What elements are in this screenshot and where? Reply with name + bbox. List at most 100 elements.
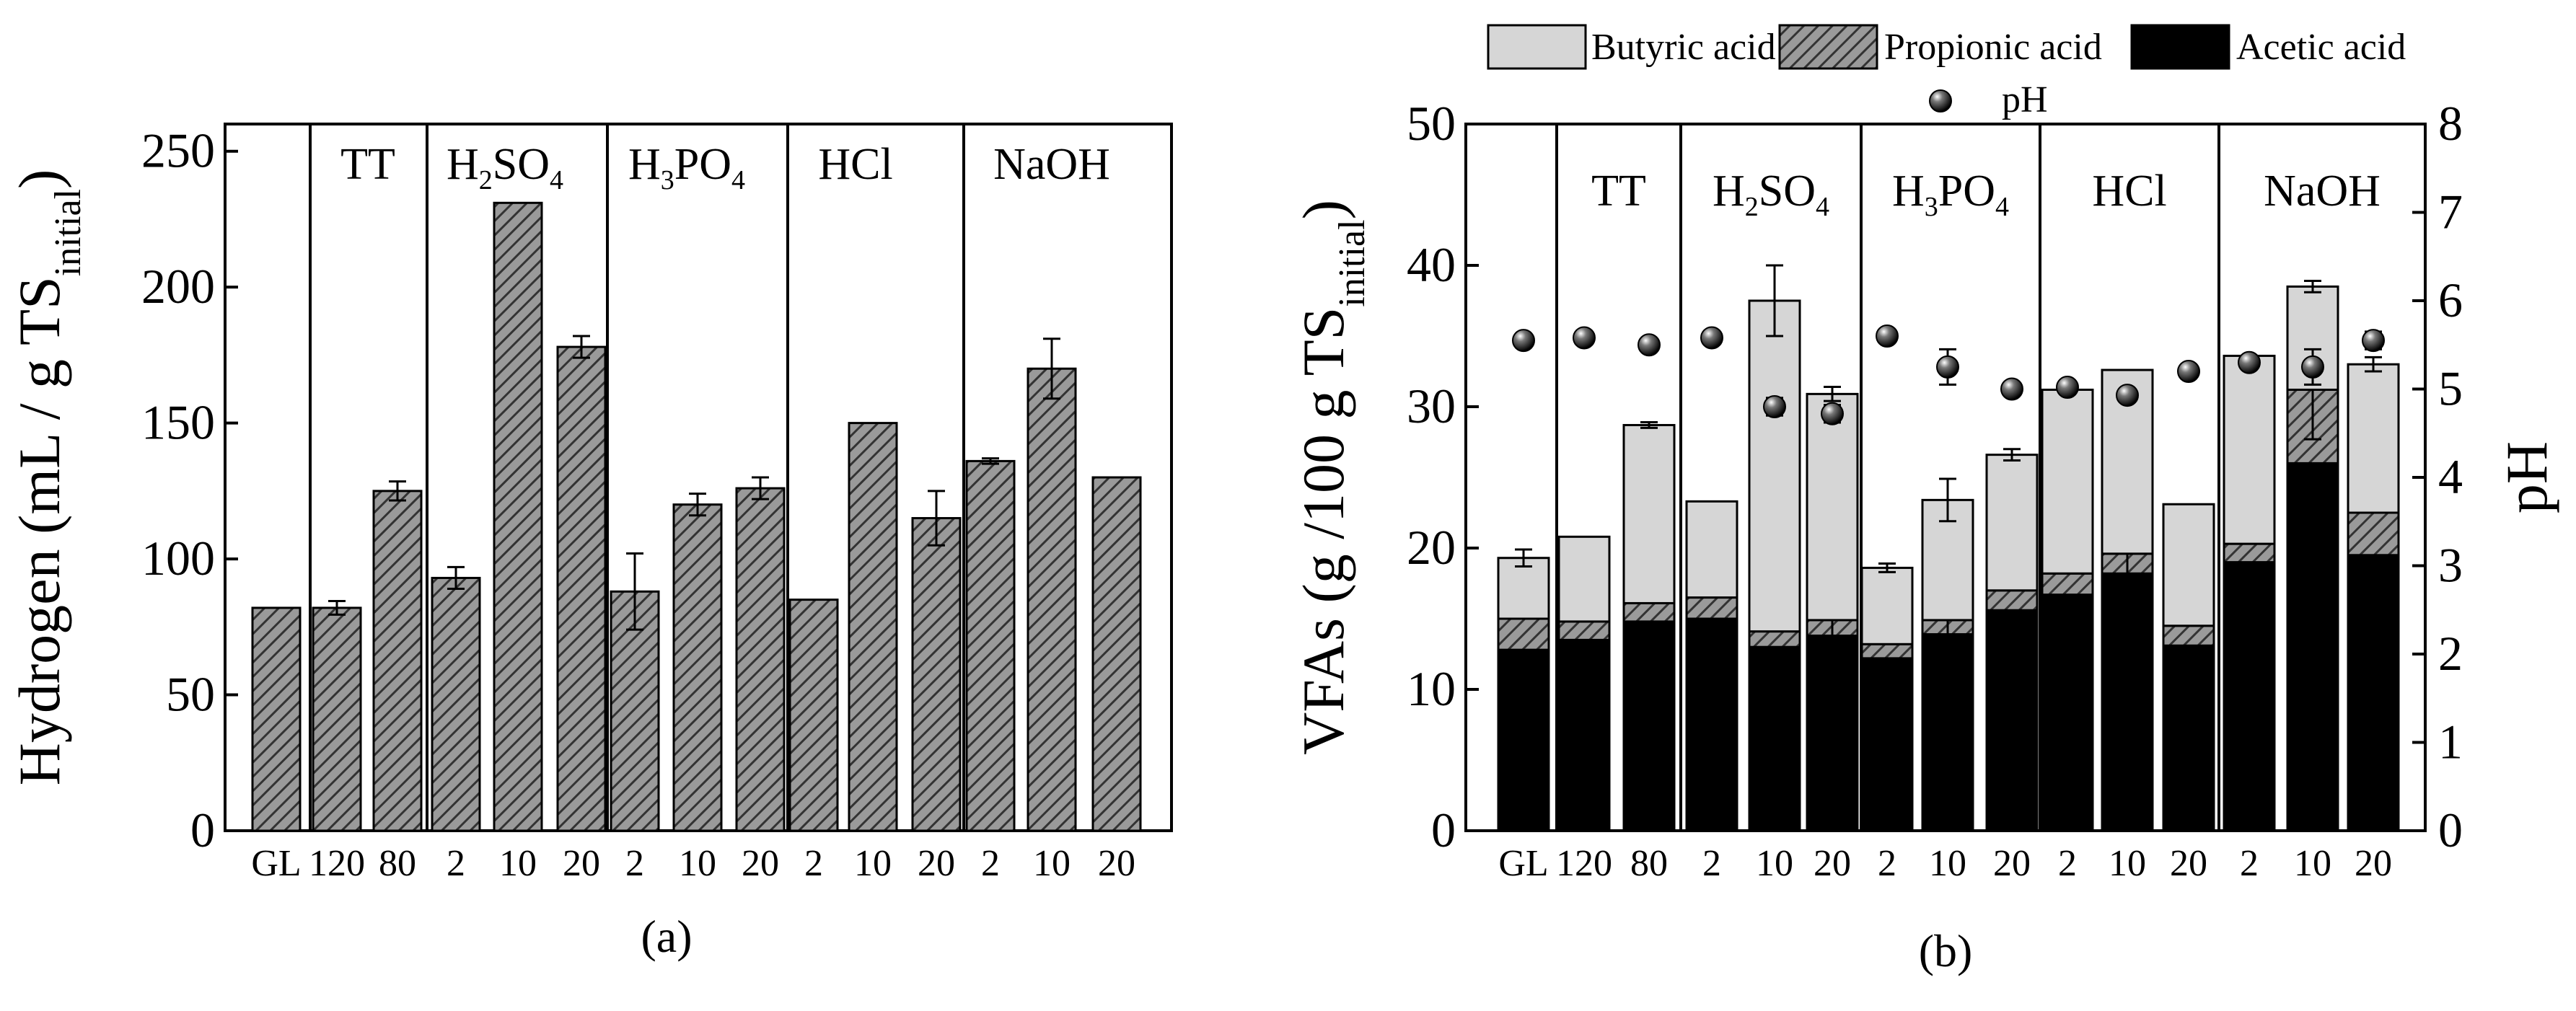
bars-b <box>1497 264 2400 832</box>
x-tick-label-a: 2 <box>981 843 1000 884</box>
y-axis-a: 0 50 100 150 200 250 <box>141 123 238 857</box>
bar-hydrogen <box>1027 367 1077 832</box>
legend-swatch-propionic <box>1778 24 1878 70</box>
group-labels-a: TT H2SO4 H3PO4 HCl NaOH <box>340 140 1110 195</box>
bar-hydrogen <box>431 576 481 832</box>
bar-acetic <box>1806 635 1859 832</box>
x-tick-label-a: 80 <box>379 843 416 884</box>
legend: Butyric acid Propionic acid Acetic acid … <box>1487 24 2406 120</box>
x-tick-label-a: 2 <box>625 843 644 884</box>
group-label-b: TT <box>1591 167 1646 216</box>
y2-axis-title-b: pH <box>2494 441 2559 513</box>
y-tick-label-b: 10 <box>1407 661 1456 716</box>
ph-marker <box>2116 384 2139 407</box>
group-separators-a <box>309 124 965 831</box>
y-tick-label-b: 0 <box>1431 803 1456 857</box>
bar-acetic <box>1622 620 1676 832</box>
bar-butyric <box>2347 363 2400 514</box>
x-tick-label-b: 10 <box>2109 843 2146 884</box>
bar-hydrogen <box>911 517 962 832</box>
group-label-b: HCl <box>2092 167 2166 216</box>
x-tick-label-b: 10 <box>2294 843 2331 884</box>
bar-acetic <box>2101 572 2154 832</box>
y2-tick-label-b: 1 <box>2438 715 2463 769</box>
bar-acetic <box>1685 617 1738 832</box>
y-tick-label-b: 20 <box>1407 520 1456 575</box>
ph-marker <box>1763 395 1786 418</box>
bar-propionic <box>1497 617 1550 651</box>
bar-acetic <box>2223 561 2276 832</box>
ph-marker <box>2000 377 2023 401</box>
y-tick-label-a: 50 <box>166 667 215 722</box>
x-tick-labels-b: GL 120 80 2 10 20 2 10 20 2 10 20 2 10 20 <box>1498 843 2392 884</box>
bar-propionic <box>2223 542 2276 564</box>
x-tick-label-b: 20 <box>1993 843 2031 884</box>
x-tick-label-b: GL <box>1498 843 1548 884</box>
bar-butyric <box>1806 392 1859 622</box>
ph-marker <box>1573 326 1596 350</box>
bar-hydrogen <box>848 422 898 832</box>
bar-hydrogen <box>251 606 302 832</box>
bar-butyric <box>2041 388 2094 575</box>
ph-marker <box>2056 376 2079 399</box>
group-label-b: H3PO4 <box>1892 167 2009 222</box>
x-tick-label-b: 2 <box>2240 843 2259 884</box>
y-tick-label-b: 30 <box>1407 379 1456 433</box>
bar-hydrogen <box>672 503 723 832</box>
x-tick-label-a: 20 <box>742 843 779 884</box>
x-tick-label-a: 10 <box>679 843 716 884</box>
legend-swatch-acetic <box>2130 24 2230 70</box>
bar-butyric <box>1557 535 1611 623</box>
vfa-chart: 0 10 20 30 40 50 0 1 2 3 4 5 6 7 8 GL 120 80 2 10 20 2 10 20 2… <box>1291 24 2559 976</box>
bar-hydrogen <box>965 459 1016 832</box>
ph-marker <box>1512 329 1535 353</box>
y-tick-label-b: 50 <box>1407 96 1456 151</box>
group-label-b: H2SO4 <box>1713 167 1829 222</box>
y-axis-title-a: Hydrogen (mL / g TSinitial) <box>6 169 89 786</box>
legend-label-butyric: Butyric acid <box>1591 27 1776 68</box>
bar-propionic <box>1685 596 1738 620</box>
group-labels-b: TT H2SO4 H3PO4 HCl NaOH <box>1591 167 2381 222</box>
x-tick-label-a: 20 <box>1098 843 1135 884</box>
bar-acetic <box>2162 644 2215 832</box>
y-tick-label-a: 150 <box>141 395 215 450</box>
group-label-a: H3PO4 <box>628 140 745 195</box>
group-label-b: NaOH <box>2264 167 2381 216</box>
y-axis-b: 0 10 20 30 40 50 <box>1407 96 1479 857</box>
ph-marker <box>1821 402 1844 425</box>
x-tick-label-b: 10 <box>1756 843 1793 884</box>
panel-label-b: (b) <box>1919 925 1973 976</box>
y-tick-label-a: 200 <box>141 259 215 314</box>
group-label-a: H2SO4 <box>447 140 563 195</box>
bar-hydrogen <box>610 590 660 832</box>
legend-swatch-butyric <box>1487 24 1587 70</box>
x-tick-label-b: 10 <box>1929 843 1966 884</box>
x-tick-label-b: 2 <box>1878 843 1896 884</box>
x-tick-label-a: 120 <box>309 843 365 884</box>
group-label-a: NaOH <box>993 140 1110 189</box>
y2-tick-label-b: 2 <box>2438 626 2463 681</box>
bar-acetic <box>1748 645 1801 832</box>
bar-propionic <box>2347 511 2400 557</box>
bars-a <box>251 201 1142 832</box>
y-axis-title-b: VFAs (g /100 g TSinitial) <box>1291 200 1373 755</box>
bar-propionic <box>1622 601 1676 623</box>
x-tick-label-b: 2 <box>2058 843 2077 884</box>
bar-hydrogen <box>556 345 607 832</box>
y-tick-label-a: 100 <box>141 531 215 586</box>
legend-label-acetic: Acetic acid <box>2236 27 2406 68</box>
ph-marker <box>2238 350 2261 374</box>
bar-hydrogen <box>1091 476 1142 832</box>
bar-hydrogen <box>788 599 839 832</box>
ph-marker <box>2301 355 2324 379</box>
panel-label-a: (a) <box>641 911 692 962</box>
x-tick-label-a: 10 <box>499 843 537 884</box>
x-tick-label-b: 20 <box>2170 843 2207 884</box>
bar-butyric <box>1685 500 1738 599</box>
legend-marker-ph <box>1929 89 1952 112</box>
x-tick-labels-a: GL 120 80 2 10 20 2 10 20 2 10 20 2 10 20 <box>251 843 1135 884</box>
x-tick-label-b: 80 <box>1630 843 1668 884</box>
bar-butyric <box>1748 299 1801 633</box>
